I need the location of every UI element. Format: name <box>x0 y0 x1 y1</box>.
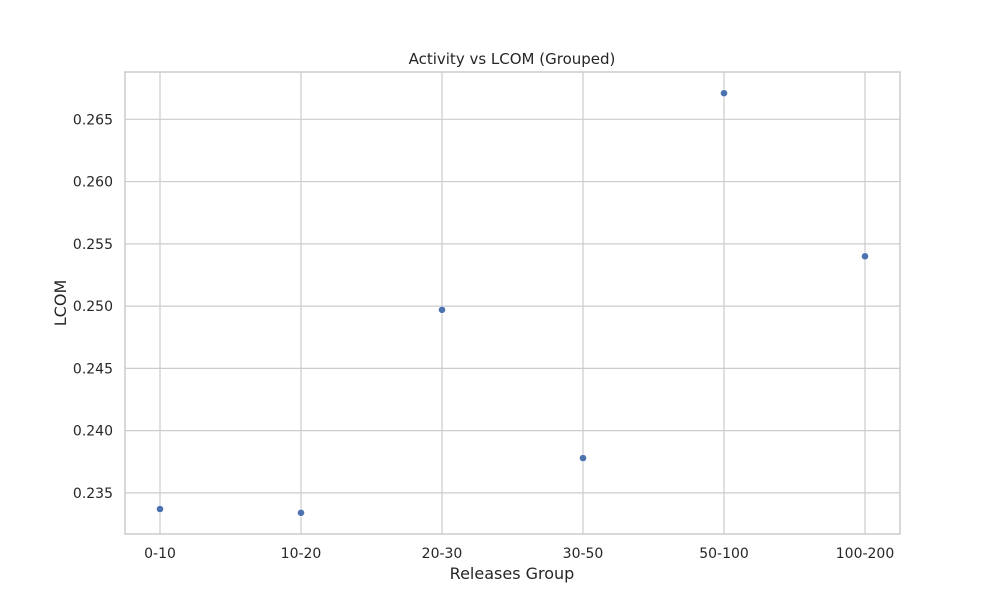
data-point <box>861 252 869 261</box>
y-tick-label: 0.265 <box>73 112 113 128</box>
y-tick-label: 0.260 <box>73 175 113 191</box>
x-tick-label: 50-100 <box>699 546 749 562</box>
y-tick-labels: 0.235 0.240 0.245 0.250 0.255 0.260 0.265 <box>73 112 113 502</box>
chart-title: Activity vs LCOM (Grouped) <box>409 50 616 68</box>
grid-layer <box>125 72 900 534</box>
data-point <box>156 505 164 513</box>
x-tick-labels: 0-10 10-20 20-30 30-50 50-100 100-200 <box>144 546 894 562</box>
points-layer <box>156 89 869 517</box>
data-point <box>579 454 587 462</box>
y-tick-label: 0.240 <box>73 424 113 440</box>
data-point <box>297 508 305 517</box>
x-axis-label: Releases Group <box>450 564 575 583</box>
x-tick-label: 10-20 <box>281 546 322 562</box>
data-point <box>720 89 728 98</box>
y-tick-label: 0.245 <box>73 361 113 377</box>
data-point <box>438 305 446 314</box>
x-tick-label: 100-200 <box>836 546 895 562</box>
x-tick-label: 30-50 <box>563 546 604 562</box>
y-tick-label: 0.235 <box>73 486 113 502</box>
x-tick-label: 0-10 <box>144 546 176 562</box>
x-tick-label: 20-30 <box>422 546 463 562</box>
y-axis-label: LCOM <box>51 280 70 326</box>
y-tick-label: 0.250 <box>73 299 113 315</box>
plot-frame <box>124 71 901 535</box>
y-tick-label: 0.255 <box>73 237 113 253</box>
